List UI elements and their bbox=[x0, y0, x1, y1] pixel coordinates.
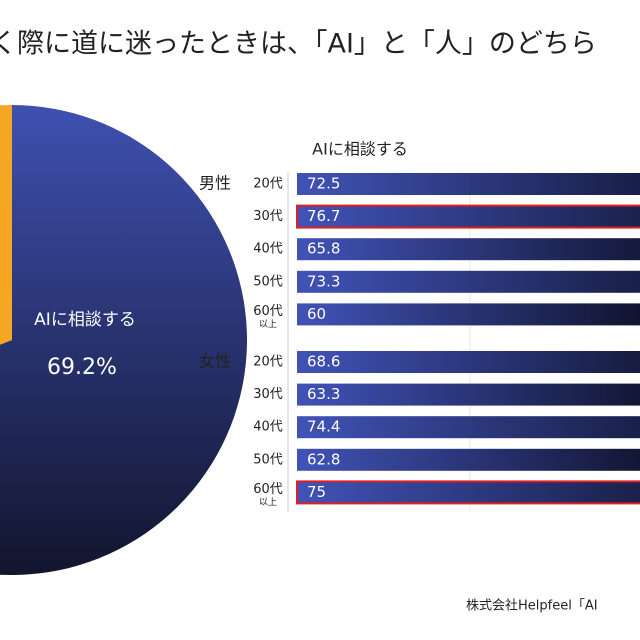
data-label: 73.3 bbox=[307, 272, 340, 290]
legend-entry: 女性 bbox=[199, 352, 231, 371]
bar bbox=[297, 416, 640, 439]
y-tick-label: 40代 bbox=[253, 242, 283, 257]
bar bbox=[297, 238, 640, 261]
y-tick-label: 50代 bbox=[253, 274, 283, 289]
y-tick-label: 20代 bbox=[253, 177, 283, 192]
slice-label: AIに相談する bbox=[34, 310, 136, 330]
data-label: 74.4 bbox=[307, 418, 340, 436]
data-label: 65.8 bbox=[307, 240, 340, 258]
slice-label: AIに相談する bbox=[34, 310, 136, 330]
y-tick-note: 以上 bbox=[259, 319, 277, 330]
bar bbox=[297, 448, 640, 471]
bar bbox=[296, 480, 640, 505]
value-label: 69.2% bbox=[47, 355, 117, 380]
y-tick-label: 50代 bbox=[253, 452, 283, 467]
y-tick-label: 60代 bbox=[253, 304, 283, 319]
y-tick-label: 40代 bbox=[253, 420, 283, 435]
chart-title: く際に道に迷ったときは、「AI」と「人」のどちら bbox=[0, 29, 597, 60]
series-header: AIに相談する bbox=[312, 140, 408, 159]
data-label: 60 bbox=[307, 305, 326, 323]
pie-slice bbox=[0, 105, 247, 575]
bar bbox=[297, 173, 640, 195]
data-label: 68.6 bbox=[307, 353, 340, 371]
y-tick-note: 以上 bbox=[259, 497, 277, 508]
data-label: 63.3 bbox=[307, 385, 340, 403]
bar bbox=[297, 303, 640, 326]
data-label: 62.8 bbox=[307, 450, 340, 468]
y-tick-label: 60代 bbox=[253, 482, 283, 497]
bar bbox=[296, 204, 640, 229]
bar bbox=[297, 351, 640, 373]
pie-slice bbox=[0, 105, 12, 345]
bar bbox=[297, 383, 640, 406]
data-label: 72.5 bbox=[307, 175, 340, 193]
legend-entry: 男性 bbox=[199, 174, 231, 193]
y-tick-label: 20代 bbox=[253, 355, 283, 370]
bar bbox=[297, 270, 640, 293]
y-tick-label: 30代 bbox=[253, 387, 283, 402]
source-note: 株式会社Helpfeel「AI bbox=[466, 598, 598, 614]
data-label: 76.7 bbox=[307, 207, 340, 225]
y-tick-label: 30代 bbox=[253, 209, 283, 224]
data-label: 75 bbox=[307, 483, 326, 501]
